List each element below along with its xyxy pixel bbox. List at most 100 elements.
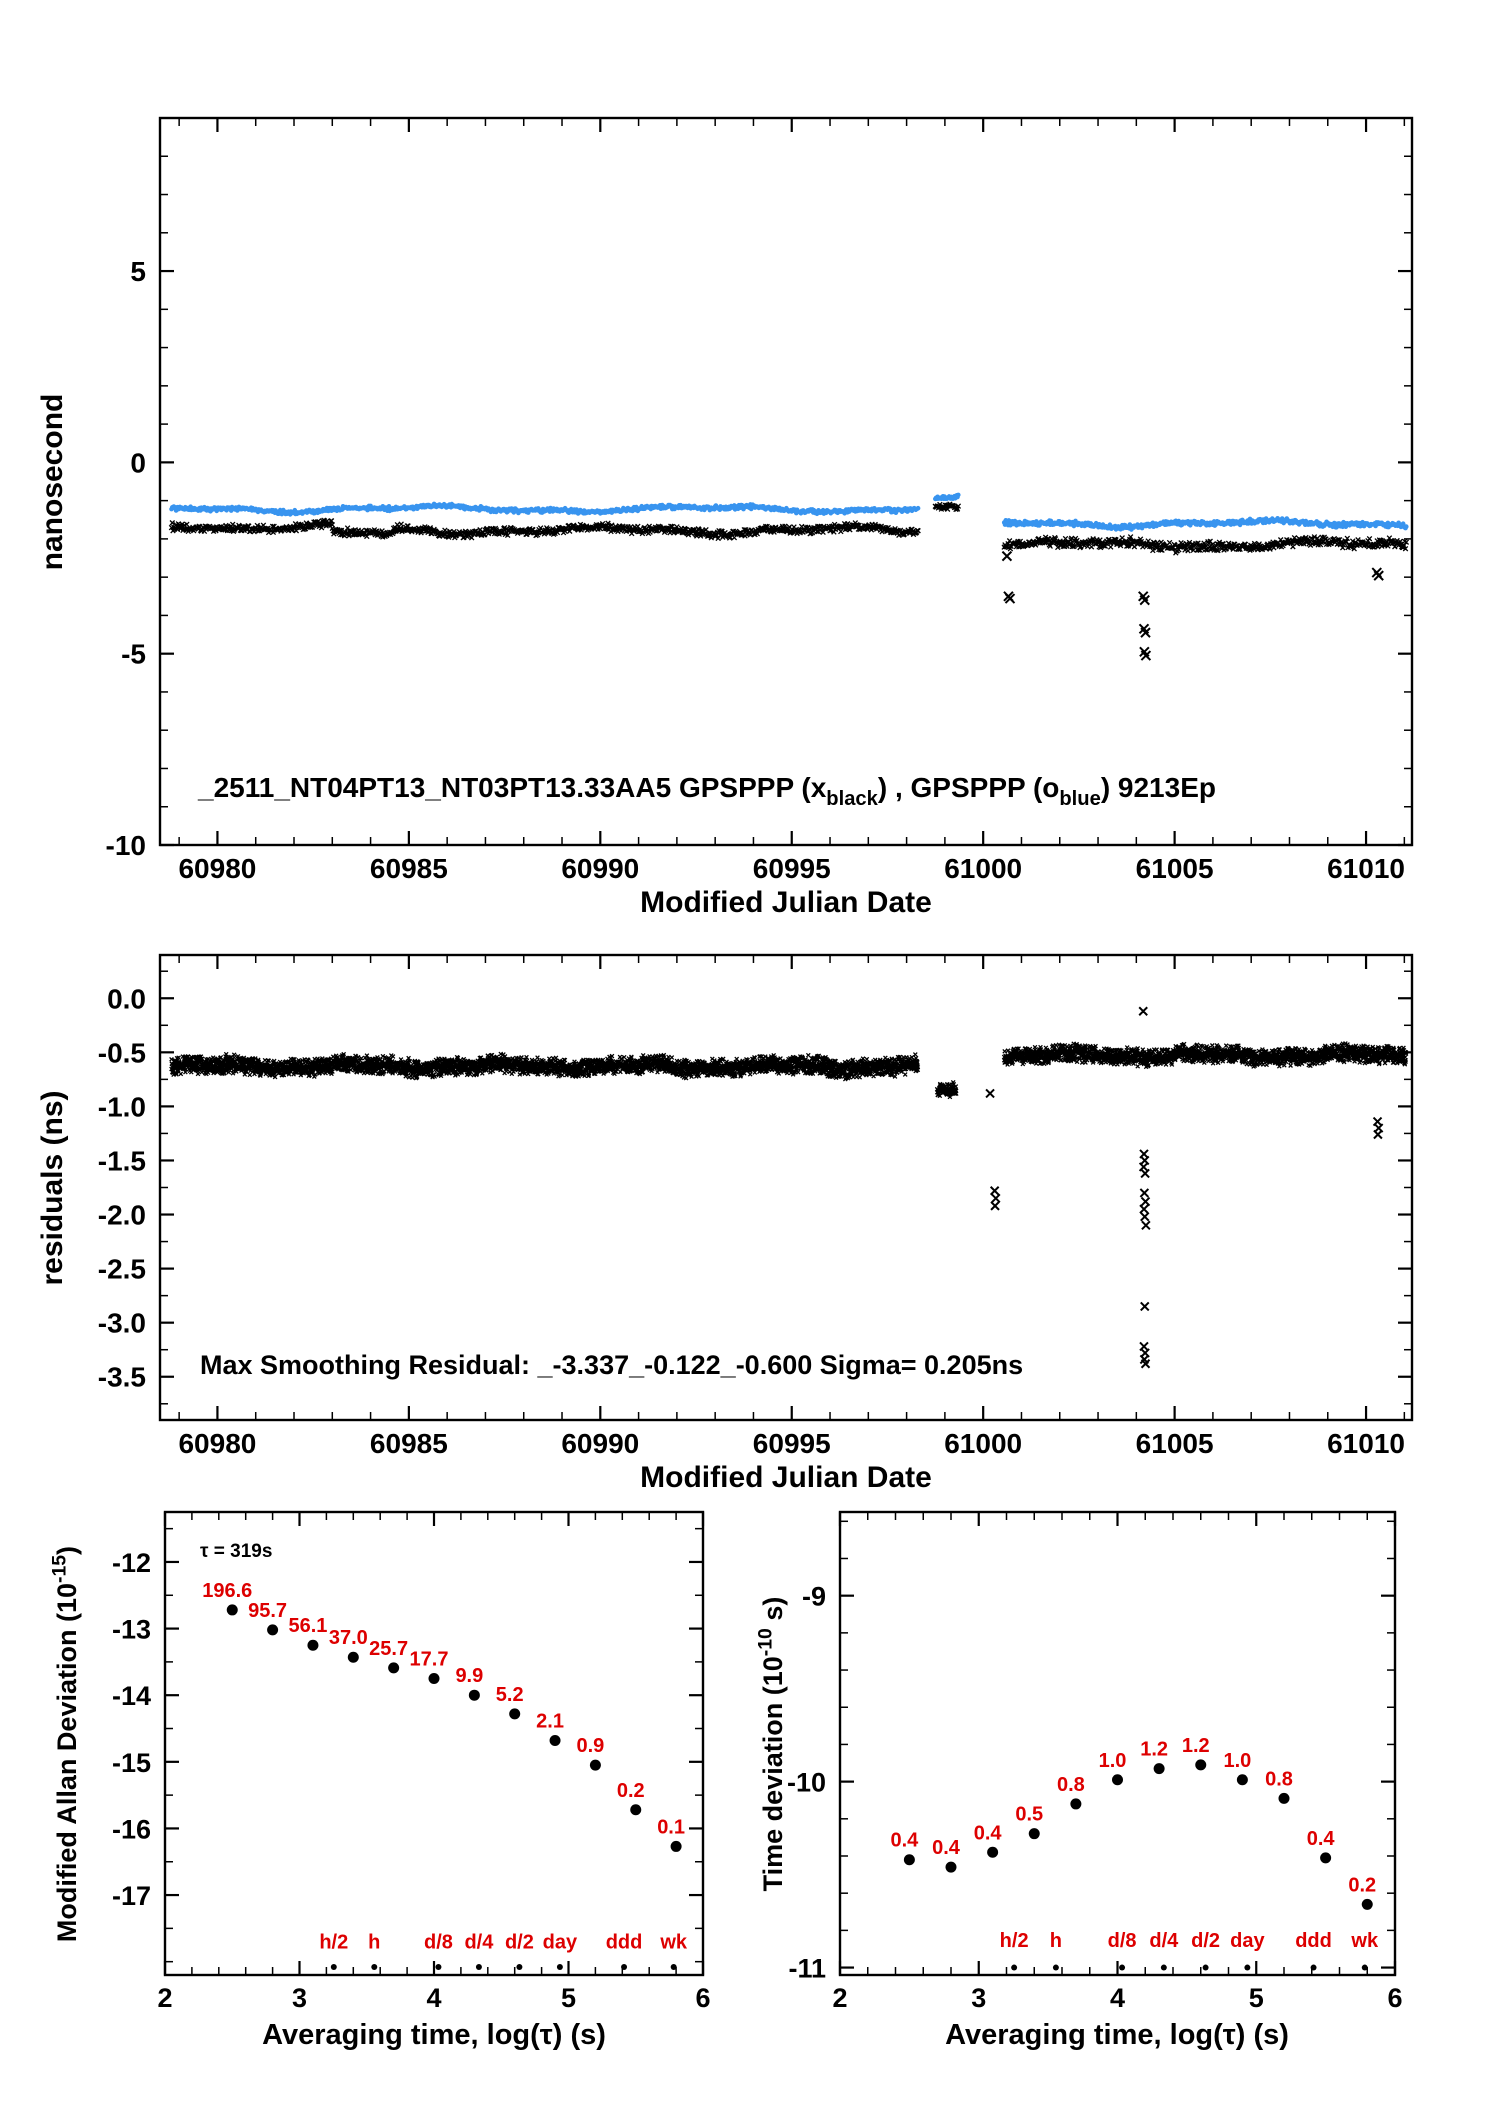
tick-labels: 2 3 4 5 6 -12 -13 -14 -15 -16 -17 — [112, 1548, 711, 2013]
outlier-points — [1001, 550, 1384, 661]
time-marker-label: h/2 — [319, 1931, 348, 1953]
x-tick-label: 60985 — [370, 1428, 448, 1459]
top-chart: 60980 60985 60990 60995 61000 61005 61010 -10 -5… — [106, 116, 1414, 884]
data-point — [1070, 1798, 1082, 1810]
data-point — [388, 1662, 400, 1674]
series-0 — [169, 1041, 1409, 1100]
middle-chart: 60980 60985 60990 60995 61000 61005 61010 0.0 -0… — [98, 953, 1414, 1459]
x-tick-label: 61005 — [1136, 853, 1214, 884]
y-tick-label: -15 — [112, 1748, 151, 1778]
x-tick-label: 60990 — [561, 853, 639, 884]
time-marker-dot — [516, 1964, 523, 1971]
time-marker-label: h — [1050, 1930, 1062, 1952]
tau-annotation: τ = 319s — [200, 1541, 272, 1562]
point-value-label: 17.7 — [410, 1649, 449, 1671]
time-marker-dot — [1202, 1964, 1209, 1971]
x-tick-label: 61010 — [1327, 853, 1405, 884]
time-marker-label: d/2 — [505, 1931, 534, 1953]
x-tick-label: 4 — [1110, 1983, 1125, 2013]
x-tick-label: 2 — [157, 1983, 172, 2013]
y-tick-label: -13 — [112, 1615, 151, 1645]
x-tick-label: 5 — [561, 1983, 576, 2013]
series-0 — [168, 501, 1410, 556]
tdev-x-axis-title: Averaging time, log(τ) (s) — [945, 2019, 1289, 2051]
tick-labels: 60980 60985 60990 60995 61000 61005 61010 -10 -5… — [106, 256, 1405, 884]
data-point — [347, 1651, 359, 1663]
time-marker-dot — [670, 1964, 677, 1971]
generated-chart-graphics: 60980 60985 60990 60995 61000 61005 61010 -10 -5… — [49, 116, 1414, 2013]
y-tick-label: -9 — [802, 1582, 826, 1612]
time-marker-label: d/4 — [464, 1931, 494, 1953]
y-tick-label: -2.5 — [98, 1254, 146, 1285]
time-marker-dot — [435, 1964, 442, 1971]
tick-labels: 2 3 4 5 6 -9 -10 -11 — [787, 1582, 1403, 2013]
point-value-label: 0.2 — [1348, 1874, 1376, 1896]
y-tick-label: 5 — [130, 256, 146, 287]
axis-ticks — [163, 1512, 705, 1975]
data-point — [509, 1708, 521, 1720]
y-tick-label: -10 — [106, 830, 146, 861]
tick-labels: 60980 60985 60990 60995 61000 61005 61010 0.0 -0… — [98, 983, 1405, 1459]
point-value-label: 0.5 — [1015, 1804, 1043, 1826]
mdev-y-axis-title: Modified Allan Deviation (10-15) — [49, 1546, 82, 1942]
point-value-label: 0.9 — [576, 1735, 604, 1757]
x-tick-label: 3 — [292, 1983, 307, 2013]
data-point — [630, 1804, 642, 1816]
data-point — [307, 1639, 319, 1651]
data-point — [428, 1673, 440, 1685]
time-marker-dot — [621, 1964, 628, 1971]
time-marker-label: day — [543, 1931, 578, 1953]
y-tick-label: -17 — [112, 1881, 151, 1911]
max-smoothing-residual-annotation: Max Smoothing Residual: _-3.337_-0.122_-… — [200, 1350, 1023, 1380]
time-marker-label: d/4 — [1149, 1930, 1179, 1952]
axis-ticks — [160, 955, 1412, 1420]
time-marker-label: wk — [1350, 1930, 1379, 1952]
top-y-axis-title: nanosecond — [36, 394, 69, 571]
data-point — [1236, 1774, 1248, 1786]
outlier-points — [985, 1006, 1384, 1369]
series-1 — [169, 492, 1409, 532]
x-tick-label: 60980 — [178, 853, 256, 884]
point-value-label: 1.2 — [1182, 1735, 1210, 1757]
y-tick-label: -1.0 — [98, 1091, 146, 1122]
time-marker-dot — [556, 1964, 563, 1971]
time-marker-dot — [1011, 1964, 1018, 1971]
time-marker-label: d/8 — [424, 1931, 453, 1953]
point-value-label: 0.8 — [1057, 1774, 1085, 1796]
y-tick-label: -10 — [787, 1768, 826, 1798]
time-marker-label: d/2 — [1191, 1930, 1220, 1952]
time-marker-label: wk — [659, 1931, 688, 1953]
x-tick-label: 3 — [971, 1983, 986, 2013]
point-value-label: 37.0 — [329, 1627, 368, 1649]
time-marker-dot — [1310, 1964, 1317, 1971]
y-tick-label: -5 — [121, 639, 146, 670]
time-marker-label: h/2 — [1000, 1930, 1029, 1952]
time-marker-dot — [1160, 1964, 1167, 1971]
data-point — [670, 1840, 682, 1852]
point-value-label: 0.4 — [932, 1837, 961, 1859]
y-tick-label: -3.0 — [98, 1308, 146, 1339]
time-marker-dot — [1361, 1964, 1368, 1971]
mdev-x-axis-title: Averaging time, log(τ) (s) — [262, 2019, 606, 2051]
x-tick-label: 61010 — [1327, 1428, 1405, 1459]
point-value-label: 25.7 — [369, 1638, 408, 1660]
plot-frame — [838, 1510, 1397, 1977]
plot-frame — [158, 116, 1414, 847]
data-point — [1195, 1759, 1207, 1771]
time-marker-label: h — [368, 1931, 380, 1953]
time-marker-dot — [475, 1964, 482, 1971]
y-tick-label: -11 — [788, 1954, 826, 1984]
time-marker-label: day — [1230, 1930, 1265, 1952]
y-tick-label: -14 — [112, 1681, 151, 1711]
point-value-label: 1.2 — [1140, 1739, 1168, 1761]
point-value-label: 0.4 — [974, 1822, 1003, 1844]
x-tick-label: 6 — [695, 1983, 710, 2013]
point-value-label: 1.0 — [1099, 1750, 1127, 1772]
point-value-label: 9.9 — [455, 1665, 483, 1687]
data-points: 0.4 0.4 0.4 0.5 0.8 1.0 1.2 1.2 1.0 0.8 0.4 0.2 — [890, 1735, 1376, 1910]
x-tick-label: 5 — [1249, 1983, 1264, 2013]
y-tick-label: -3.5 — [98, 1362, 146, 1393]
x-tick-label: 6 — [1387, 1983, 1402, 2013]
data-point — [226, 1604, 238, 1616]
